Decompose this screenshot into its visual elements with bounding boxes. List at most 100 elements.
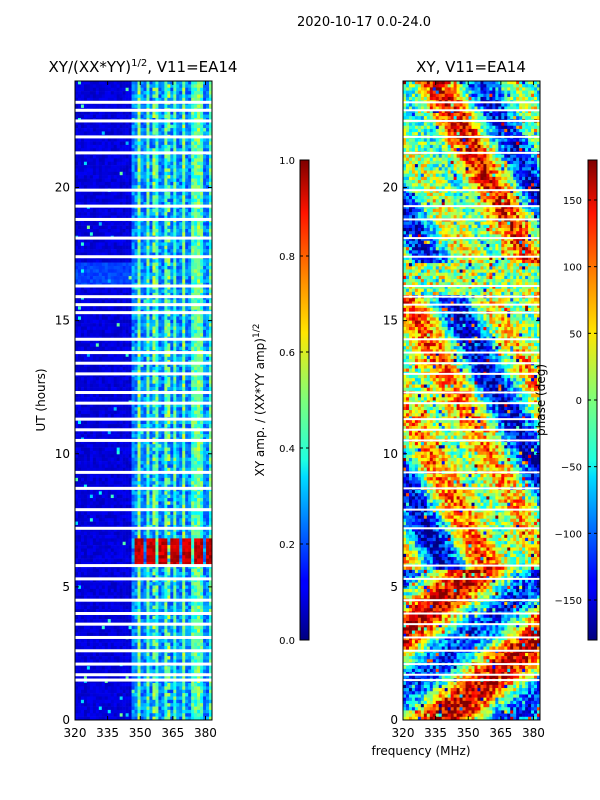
amp-cell — [77, 158, 82, 163]
amp-cell — [125, 228, 129, 233]
amp-cell — [161, 440, 165, 445]
amp-cell — [191, 339, 195, 344]
amp-cell — [77, 299, 82, 304]
amp-cell — [146, 165, 150, 169]
amp-cell — [104, 185, 109, 189]
amp-cell — [191, 185, 195, 189]
amp-cell — [137, 202, 141, 206]
amp-cell — [143, 81, 147, 85]
amp-cell — [185, 225, 189, 230]
amp-cell — [83, 265, 88, 270]
amp-cell — [146, 215, 150, 220]
amp-cell — [143, 339, 147, 344]
amp-cell — [113, 383, 117, 388]
amp-cell — [161, 393, 165, 398]
amp-cell — [170, 242, 174, 247]
amp-cell — [95, 286, 100, 290]
amp-cell — [83, 289, 88, 294]
amp-cell — [191, 161, 195, 166]
amp-cell — [209, 393, 212, 398]
amp-cell — [185, 299, 189, 304]
amp-cell — [203, 343, 207, 347]
amp-cell — [143, 313, 147, 317]
amp-cell — [185, 413, 189, 418]
amp-cell — [125, 168, 129, 173]
amp-cell — [209, 87, 212, 92]
amp-cell — [131, 413, 135, 418]
amp-cell — [164, 165, 168, 169]
amp-cell — [116, 185, 120, 189]
amp-cell — [200, 262, 204, 267]
amp-cell — [77, 397, 82, 401]
amp-cell — [176, 407, 180, 411]
amp-cell — [188, 84, 192, 89]
amp-cell — [122, 239, 126, 243]
amp-cell — [149, 165, 153, 169]
amp-cell — [161, 208, 165, 213]
amp-cell — [170, 346, 174, 351]
amp-cell — [194, 198, 198, 203]
amp-cell — [146, 363, 150, 368]
amp-cell — [140, 175, 144, 179]
amp-cell — [92, 387, 97, 391]
amp-cell — [110, 181, 115, 186]
amp-cell — [98, 306, 103, 310]
amp-cell — [92, 94, 97, 99]
amp-cell — [89, 403, 94, 408]
amp-cell — [143, 178, 147, 183]
amp-cell — [149, 185, 153, 189]
amp-cell — [197, 222, 201, 226]
amp-cell — [194, 154, 198, 159]
amp-cell — [116, 323, 120, 327]
amp-cell — [125, 239, 129, 243]
amp-cell — [197, 148, 201, 152]
amp-cell — [149, 161, 153, 166]
amp-cell — [83, 212, 88, 216]
amp-cell — [128, 195, 132, 200]
amp-cell — [92, 424, 97, 428]
amp-cell — [86, 430, 91, 435]
amp-cell — [101, 171, 106, 176]
amp-cell — [116, 299, 120, 304]
amp-cell — [182, 94, 186, 99]
amp-cell — [134, 329, 138, 334]
amp-cell — [125, 141, 129, 146]
amp-cell — [185, 131, 189, 136]
amp-cell — [101, 434, 106, 438]
amp-cell — [98, 403, 103, 408]
amp-cell — [101, 114, 106, 119]
amp-cell — [113, 407, 117, 411]
amp-cell — [161, 410, 165, 415]
amp-cell — [98, 292, 103, 297]
amp-cell — [110, 269, 115, 273]
amp-cell — [125, 138, 129, 142]
amp-cell — [125, 215, 129, 220]
amp-cell — [173, 424, 177, 428]
amp-cell — [158, 397, 162, 401]
amp-cell — [92, 430, 97, 435]
amp-cell — [206, 161, 210, 166]
amp-cell — [131, 265, 135, 270]
amp-cell — [75, 444, 79, 448]
amp-cell — [119, 286, 123, 290]
amp-cell — [104, 245, 109, 250]
amp-cell — [209, 168, 212, 173]
amp-cell — [164, 91, 168, 95]
amp-cell — [185, 326, 189, 331]
amp-cell — [176, 104, 180, 109]
amp-cell — [98, 84, 103, 89]
amp-cell — [194, 356, 198, 361]
amp-cell — [149, 276, 153, 280]
amp-cell — [125, 222, 129, 226]
amp-cell — [140, 124, 144, 129]
amp-cell — [197, 215, 201, 220]
amp-cell — [167, 289, 171, 294]
amp-cell — [146, 440, 150, 445]
amp-cell — [116, 87, 120, 92]
amp-cell — [161, 81, 165, 85]
amp-cell — [113, 356, 117, 361]
amp-cell — [152, 97, 156, 102]
amp-cell — [152, 114, 156, 119]
amp-cell — [80, 444, 85, 448]
amp-cell — [179, 272, 183, 277]
